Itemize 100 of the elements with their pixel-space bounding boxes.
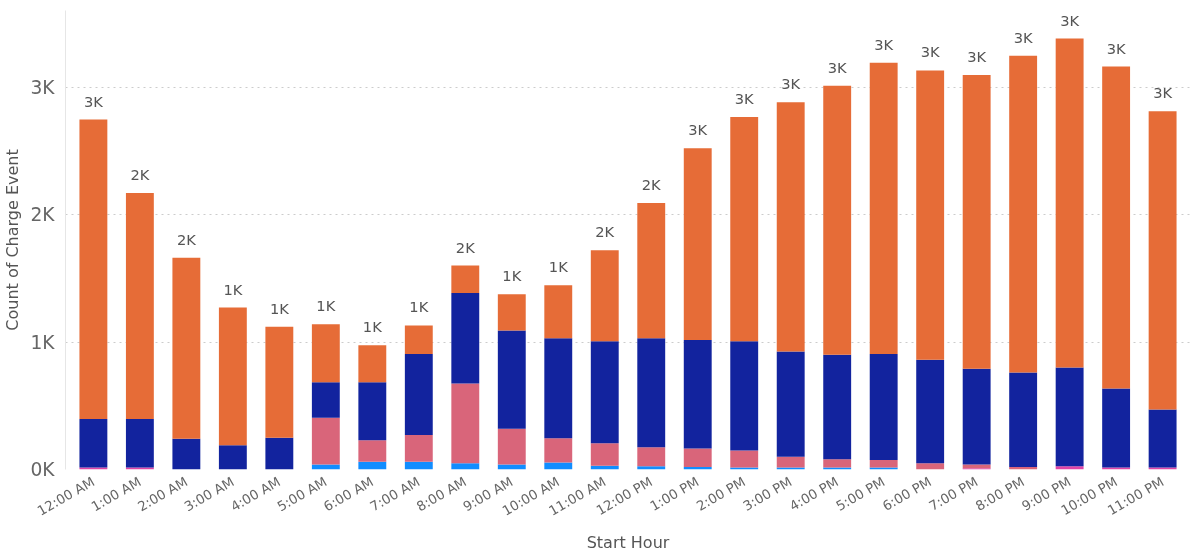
bar bbox=[497, 428, 526, 465]
bar bbox=[544, 285, 573, 339]
bar bbox=[962, 464, 991, 469]
bar bbox=[1148, 111, 1177, 410]
bar bbox=[265, 326, 294, 438]
total-label: 2K bbox=[641, 176, 662, 194]
total-label: 3K bbox=[1153, 84, 1173, 102]
bar bbox=[265, 437, 294, 470]
total-label: 2K bbox=[176, 230, 197, 248]
bar bbox=[172, 257, 201, 439]
total-label: 1K bbox=[269, 299, 290, 317]
bar bbox=[637, 447, 666, 467]
bar bbox=[79, 119, 108, 420]
total-label: 3K bbox=[688, 121, 708, 139]
bar bbox=[358, 440, 387, 462]
total-label: 1K bbox=[223, 280, 243, 298]
bar bbox=[776, 351, 805, 457]
bar bbox=[1055, 367, 1084, 467]
bar bbox=[544, 438, 573, 463]
bar bbox=[1009, 372, 1038, 467]
bar bbox=[776, 456, 805, 468]
bar bbox=[590, 250, 619, 342]
bar bbox=[730, 116, 759, 342]
bar bbox=[1102, 388, 1131, 468]
y-tick-label: 0K bbox=[30, 459, 56, 480]
bar bbox=[311, 382, 340, 418]
bar bbox=[358, 382, 387, 441]
bar bbox=[451, 383, 480, 464]
total-label: 2K bbox=[455, 238, 476, 256]
bar bbox=[962, 368, 991, 465]
x-axis-title: Start Hour bbox=[586, 533, 670, 553]
total-label: 2K bbox=[130, 166, 150, 184]
bar bbox=[125, 419, 154, 468]
bar bbox=[916, 359, 945, 464]
total-label: 1K bbox=[409, 298, 429, 316]
total-label: 1K bbox=[548, 258, 569, 276]
y-tick-label: 1K bbox=[30, 331, 56, 353]
bar bbox=[404, 435, 433, 462]
bar bbox=[544, 462, 573, 470]
y-axis-title: Count of Charge Event bbox=[3, 149, 23, 331]
bar bbox=[497, 294, 526, 331]
bar bbox=[637, 338, 666, 448]
bar bbox=[79, 419, 108, 468]
bar bbox=[1055, 38, 1084, 368]
bar bbox=[823, 459, 852, 468]
bar bbox=[683, 148, 712, 341]
total-label: 3K bbox=[874, 35, 894, 53]
bar bbox=[637, 466, 666, 470]
total-label: 3K bbox=[827, 58, 848, 76]
bar bbox=[962, 74, 991, 369]
bar bbox=[637, 203, 666, 339]
bar bbox=[916, 463, 945, 470]
total-label: 3K bbox=[920, 43, 941, 61]
bar bbox=[1102, 66, 1131, 389]
bar bbox=[1148, 409, 1177, 468]
total-label: 3K bbox=[1060, 11, 1080, 29]
bar bbox=[358, 461, 387, 470]
bar bbox=[1009, 55, 1038, 373]
total-label: 3K bbox=[967, 47, 987, 65]
bar bbox=[218, 307, 247, 446]
bar bbox=[404, 461, 433, 470]
bar bbox=[869, 354, 898, 460]
bar bbox=[916, 70, 945, 360]
bar bbox=[590, 341, 619, 444]
total-label: 1K bbox=[362, 318, 383, 336]
bar bbox=[172, 438, 201, 470]
total-label: 3K bbox=[1106, 39, 1126, 57]
bar bbox=[497, 464, 526, 470]
bar bbox=[125, 193, 154, 420]
total-label: 3K bbox=[1013, 28, 1033, 46]
bar bbox=[869, 62, 898, 355]
bar bbox=[683, 340, 712, 449]
bar bbox=[683, 448, 712, 467]
bar bbox=[823, 85, 852, 355]
bar bbox=[218, 445, 247, 470]
bar bbox=[776, 102, 805, 352]
bar bbox=[451, 265, 480, 293]
bar bbox=[404, 354, 433, 436]
total-label: 3K bbox=[781, 75, 801, 93]
bar bbox=[869, 459, 898, 468]
bar bbox=[404, 325, 433, 355]
bar bbox=[544, 338, 573, 439]
bar bbox=[451, 292, 480, 384]
bar bbox=[823, 354, 852, 460]
total-label: 1K bbox=[502, 267, 522, 285]
total-label: 1K bbox=[316, 297, 336, 315]
bar bbox=[590, 443, 619, 466]
bar bbox=[358, 345, 387, 383]
bar bbox=[730, 450, 759, 468]
bar bbox=[1055, 466, 1084, 470]
total-label: 2K bbox=[595, 223, 615, 241]
bar bbox=[497, 330, 526, 429]
bar bbox=[730, 341, 759, 451]
bar bbox=[451, 463, 480, 470]
total-label: 3K bbox=[734, 89, 755, 107]
bar bbox=[311, 417, 340, 465]
y-tick-label: 2K bbox=[30, 204, 56, 225]
y-tick-label: 3K bbox=[30, 76, 56, 98]
bar bbox=[311, 464, 340, 470]
total-label: 3K bbox=[83, 92, 104, 110]
